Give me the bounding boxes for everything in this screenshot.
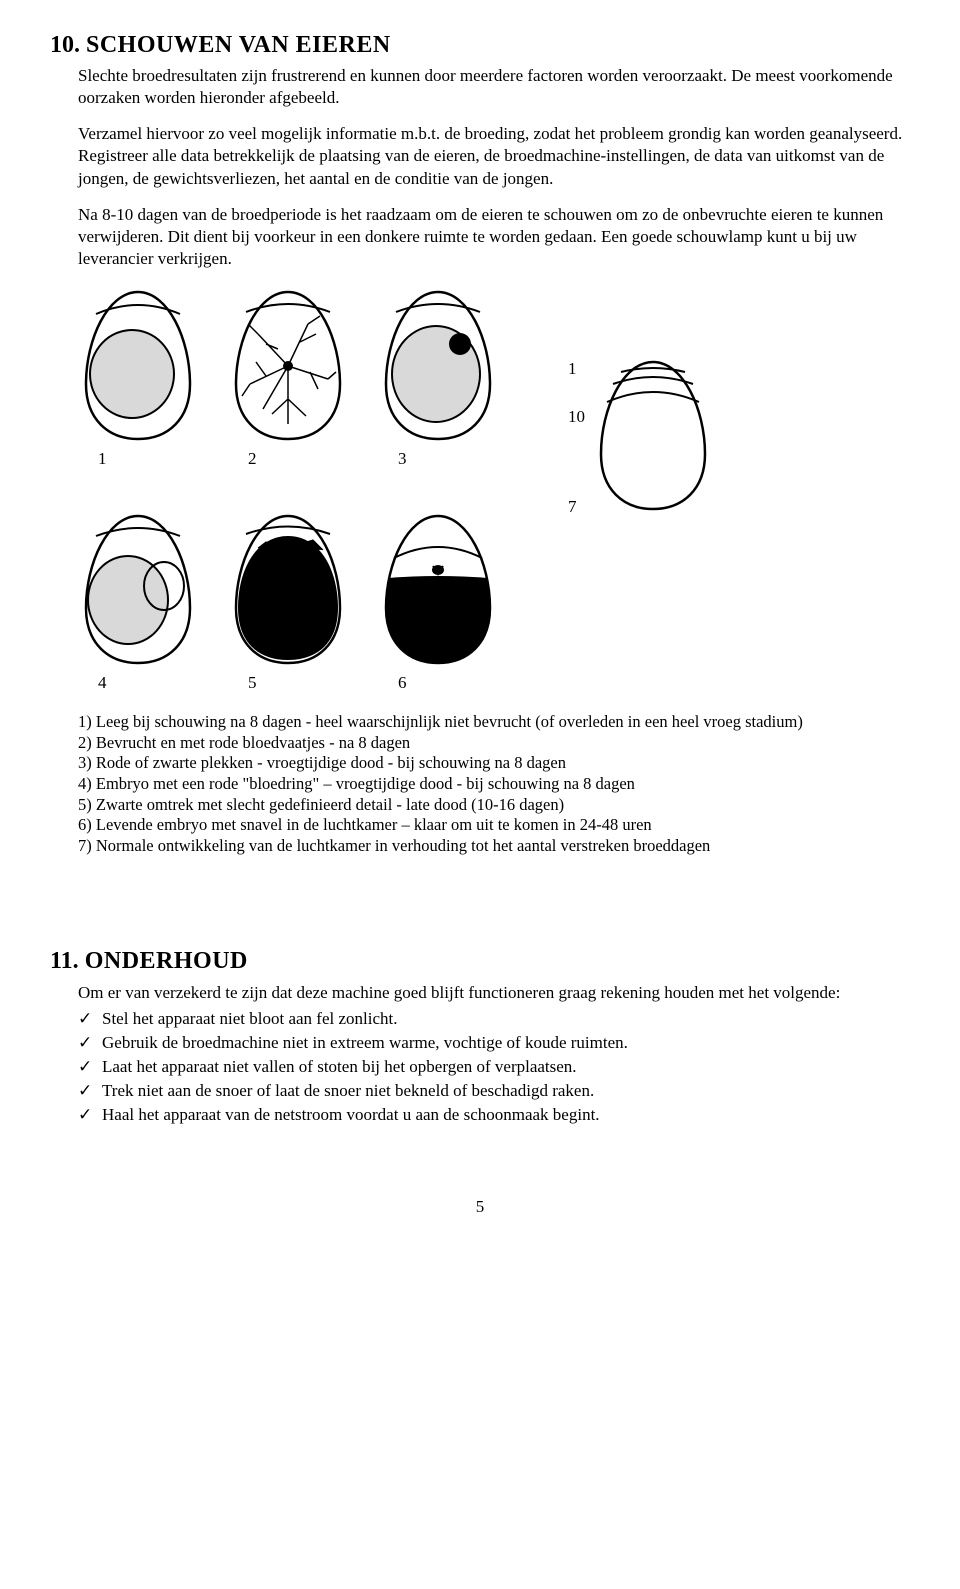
egg-5: 5 <box>228 508 348 694</box>
egg-3: 3 <box>378 284 498 470</box>
check-item-2: Gebruik de broedmachine niet in extreem … <box>78 1032 910 1054</box>
egg-2-label: 2 <box>248 448 257 470</box>
egg-2: 2 <box>228 284 348 470</box>
egg-4-label: 4 <box>98 672 107 694</box>
legend-2: 2) Bevrucht en met rode bloedvaatjes - n… <box>78 733 910 754</box>
egg-1-svg <box>78 284 198 444</box>
section-11-number: 11. <box>50 948 79 974</box>
egg-4: 4 <box>78 508 198 694</box>
egg-4-svg <box>78 508 198 668</box>
egg-legend: 1) Leeg bij schouwing na 8 dagen - heel … <box>78 712 910 856</box>
legend-4: 4) Embryo met een rode "bloedring" – vro… <box>78 774 910 795</box>
egg-5-svg <box>228 508 348 668</box>
legend-5: 5) Zwarte omtrek met slecht gedefinieerd… <box>78 795 910 816</box>
check-item-4: Trek niet aan de snoer of laat de snoer … <box>78 1080 910 1102</box>
section-10-number: 10. <box>50 32 80 58</box>
egg-3-label: 3 <box>398 448 407 470</box>
legend-6: 6) Levende embryo met snavel in de lucht… <box>78 815 910 836</box>
egg-6: 6 <box>378 508 498 694</box>
check-item-1: Stel het apparaat niet bloot aan fel zon… <box>78 1008 910 1030</box>
section-10-para-1: Slechte broedresultaten zijn frustrerend… <box>78 65 910 109</box>
egg-5-label: 5 <box>248 672 257 694</box>
legend-3: 3) Rode of zwarte plekken - vroegtijdige… <box>78 753 910 774</box>
section-10-para-2: Verzamel hiervoor zo veel mogelijk infor… <box>78 123 910 189</box>
section-11-heading: ONDERHOUD <box>85 948 248 974</box>
egg-2-svg <box>228 284 348 444</box>
section-10-heading: SCHOUWEN VAN EIEREN <box>86 32 391 58</box>
egg-7-day-10: 10 <box>568 406 585 428</box>
egg-7-day-1: 1 <box>568 358 585 380</box>
legend-7: 7) Normale ontwikkeling van de luchtkame… <box>78 836 910 857</box>
section-10-title: 10. SCHOUWEN VAN EIEREN <box>50 30 910 61</box>
egg-diagram-area: 1 2 3 1 <box>78 284 910 856</box>
section-11-intro: Om er van verzekerd te zijn dat deze mac… <box>78 983 840 1002</box>
egg-7-svg <box>593 354 713 514</box>
check-item-3: Laat het apparaat niet vallen of stoten … <box>78 1056 910 1078</box>
egg-6-svg <box>378 508 498 668</box>
egg-1-label: 1 <box>98 448 107 470</box>
egg-6-label: 6 <box>398 672 407 694</box>
page-number: 5 <box>50 1196 910 1218</box>
section-11-title: 11. ONDERHOUD <box>50 946 910 977</box>
section-10-para-3: Na 8-10 dagen van de broedperiode is het… <box>78 204 910 270</box>
egg-7-day-7: 7 <box>568 496 585 518</box>
egg-1: 1 <box>78 284 198 470</box>
egg-3-svg <box>378 284 498 444</box>
maintenance-checklist: Stel het apparaat niet bloot aan fel zon… <box>78 1008 910 1126</box>
legend-1: 1) Leeg bij schouwing na 8 dagen - heel … <box>78 712 910 733</box>
check-item-5: Haal het apparaat van de netstroom voord… <box>78 1104 910 1126</box>
